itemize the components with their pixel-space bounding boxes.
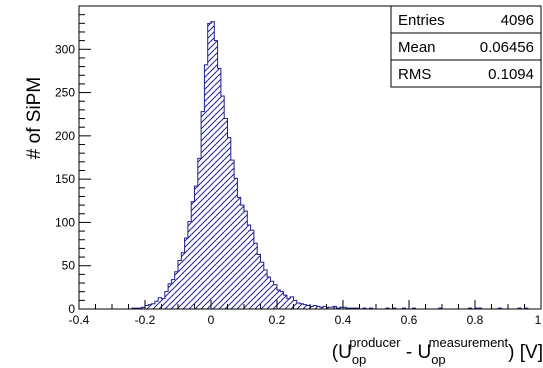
y-tick-label: 50 <box>62 259 76 273</box>
histogram-bar <box>174 271 178 309</box>
x-axis-title: (Uopproducer - Uopmeasurement) [V] <box>332 335 543 367</box>
histogram-bar <box>319 307 324 309</box>
histogram-bar <box>237 197 241 309</box>
y-tick-label: 150 <box>55 172 75 186</box>
histogram-bar <box>164 291 169 309</box>
histogram-bar <box>253 243 258 309</box>
histogram-bar <box>329 307 334 309</box>
histogram-bar <box>283 295 287 309</box>
x-tick-label: 0.2 <box>269 313 286 327</box>
x-title-part-1: (U <box>332 342 352 363</box>
histogram-bar <box>247 225 251 309</box>
histogram-bar <box>280 291 284 309</box>
x-title-sup-1: producer <box>349 335 401 350</box>
histogram-bar <box>184 238 188 309</box>
y-axis-title: # of SiPM <box>24 77 45 159</box>
histogram-bar <box>270 281 274 309</box>
x-tick-label: 1 <box>535 313 542 327</box>
histogram-bar <box>197 158 202 309</box>
histogram-bar <box>263 270 268 309</box>
x-title-part-2: - U <box>401 342 432 363</box>
stats-rms-value: 0.1094 <box>488 66 534 83</box>
histogram-bar <box>230 160 235 309</box>
x-tick-label: 0.8 <box>467 313 484 327</box>
histogram-bar <box>286 298 291 309</box>
histogram-bar <box>303 304 307 309</box>
histogram-bar <box>293 300 297 309</box>
histogram-bar <box>244 211 248 309</box>
y-tick-label: 200 <box>55 129 75 143</box>
histogram-bar <box>306 305 310 309</box>
histogram-bar <box>151 303 155 309</box>
histogram-bar <box>323 306 327 309</box>
histogram-bars <box>131 21 528 310</box>
histogram-bar <box>339 307 343 309</box>
stats-entries-label: Entries <box>398 12 445 29</box>
histogram-bar <box>211 21 215 310</box>
histogram-bar <box>240 205 244 309</box>
histogram-bar <box>267 276 271 309</box>
stats-rms-label: RMS <box>398 66 431 83</box>
histogram-bar <box>220 96 225 309</box>
histogram-bar <box>214 40 218 309</box>
y-tick-label: 0 <box>68 302 75 316</box>
stats-entries-value: 4096 <box>501 12 534 29</box>
y-tick-label: 300 <box>55 42 75 56</box>
histogram-bar <box>187 221 192 309</box>
histogram-bar <box>234 178 238 309</box>
histogram-bar <box>300 303 304 309</box>
x-tick-label: 0.6 <box>401 313 418 327</box>
x-title-sub-1: op <box>352 352 366 367</box>
histogram-bar <box>158 297 162 309</box>
histogram-bar <box>257 254 261 309</box>
histogram-bar <box>296 302 301 309</box>
x-title-sub-2: op <box>431 352 445 367</box>
x-axis: -0.4 -0.2 0 0.2 0.4 0.6 0.8 1 <box>69 300 542 327</box>
y-axis: 0 50 100 150 200 250 300 <box>55 5 91 316</box>
x-tick-label: 0 <box>208 313 215 327</box>
histogram-bar <box>227 137 231 309</box>
histogram-bar <box>161 298 165 309</box>
stats-box: Entries 4096 Mean 0.06456 RMS 0.1094 <box>390 5 542 88</box>
histogram-bar <box>154 301 159 309</box>
histogram-bar <box>207 23 211 310</box>
histogram-bar <box>201 111 205 309</box>
y-tick-label: 250 <box>55 86 75 100</box>
histogram-bar <box>260 262 264 309</box>
x-tick-label: -0.4 <box>69 313 90 327</box>
histogram-bar <box>194 186 198 309</box>
histogram-bar <box>290 296 294 309</box>
histogram-bar <box>277 289 281 309</box>
histogram-bar <box>204 64 208 310</box>
x-title-sup-2: measurement <box>429 335 509 350</box>
stats-mean-label: Mean <box>398 39 436 56</box>
histogram-bar <box>316 306 320 309</box>
histogram-bar <box>168 283 172 309</box>
histogram-bar <box>313 305 317 309</box>
histogram-bar <box>217 68 221 310</box>
histogram-bar <box>250 230 254 309</box>
y-tick-label: 100 <box>55 215 75 229</box>
histogram-bar <box>326 307 330 309</box>
histogram-bar <box>148 304 152 309</box>
histogram-bar <box>178 260 182 309</box>
x-tick-label: 0.4 <box>335 313 352 327</box>
x-tick-label: -0.2 <box>135 313 156 327</box>
histogram-bar <box>171 279 175 309</box>
histogram-bar <box>191 201 195 309</box>
histogram-bar <box>224 118 228 310</box>
histogram-bar <box>273 284 277 309</box>
histogram-bar <box>333 306 337 309</box>
stats-mean-value: 0.06456 <box>480 39 534 56</box>
histogram-bar <box>145 305 149 309</box>
histogram-bar <box>181 252 185 309</box>
x-title-part-3: ) [V] <box>508 342 543 363</box>
histogram-bar <box>141 307 145 309</box>
histogram-bar <box>310 306 314 309</box>
histogram-bar <box>343 307 347 309</box>
